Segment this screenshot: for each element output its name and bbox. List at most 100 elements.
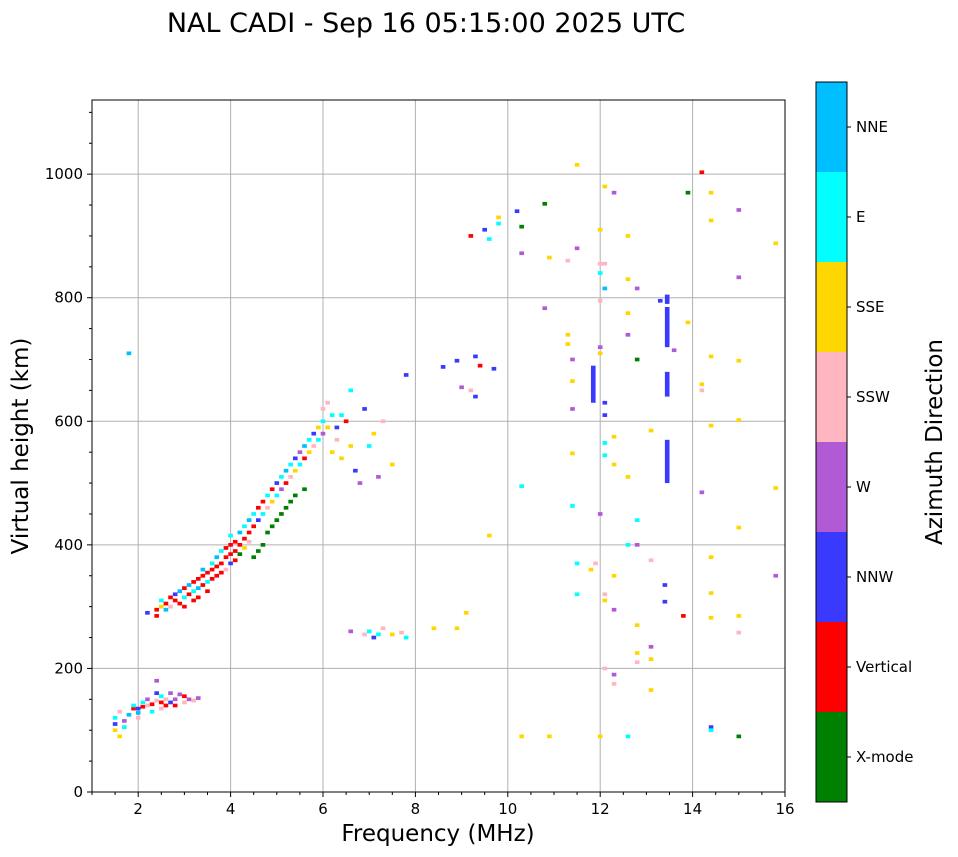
data-point [348,388,354,393]
data-point [158,598,164,603]
data-point [112,728,118,733]
data-point [736,614,742,618]
data-point [186,592,192,597]
data-point [320,419,326,424]
data-point [371,635,377,640]
data-point [685,190,691,195]
data-point [570,357,575,362]
data-point [519,734,524,739]
data-point [357,481,363,485]
data-point [191,589,196,594]
data-point [662,599,668,604]
data-point [699,388,705,393]
data-point [297,462,303,467]
data-point [311,431,317,436]
data-point [773,241,779,246]
data-point [574,592,580,597]
colorbar-title: Azimuth Direction [922,339,948,545]
data-point [279,487,284,492]
x-axis: 2 4 6 8 10 12 14 16 [91,792,795,818]
data-point [519,251,524,256]
data-point [177,601,183,606]
data-point [200,583,206,587]
data-point [209,567,215,572]
data-point [634,651,640,655]
data-point [325,400,330,405]
data-point [611,672,617,677]
data-point [597,271,603,275]
data-point [283,505,289,510]
data-point [246,539,252,544]
data-point [634,518,640,522]
colorbar-segment [816,262,847,352]
data-point [191,598,196,603]
data-point [602,286,608,291]
data-point [380,419,386,424]
data-point [209,561,215,566]
data-point [112,722,118,726]
data-point [547,255,552,260]
data-point [232,549,238,553]
data-point [648,428,654,433]
data-point [602,598,608,603]
data-point [131,703,136,708]
data-point [366,444,372,448]
data-point [431,626,437,631]
data-point [463,610,469,615]
data-point [302,456,307,461]
data-point [311,444,317,448]
data-point [195,586,201,590]
data-point [182,604,187,609]
data-point [306,450,312,455]
data-point [602,592,608,597]
data-point [260,512,266,516]
x-tick-label: 10 [498,800,517,818]
data-point [708,591,714,595]
data-point [459,385,464,390]
data-point [597,298,603,303]
data-point [699,490,705,495]
data-point [657,298,663,303]
colorbar-segment [816,82,847,172]
data-point [242,536,247,541]
data-point [172,598,178,603]
chart-title: NAL CADI - Sep 16 05:15:00 2025 UTC [167,8,685,39]
data-point [223,567,229,572]
data-point [288,462,293,467]
data-point [514,209,520,214]
data-point [292,456,298,461]
data-point [168,700,173,705]
data-point [362,632,367,637]
data-point [611,462,617,467]
colorbar-segment [816,712,847,802]
data-point [648,688,654,692]
plot-area [92,100,785,792]
data-point [214,555,220,560]
colorbar-segment [816,172,847,262]
colorbar-segment [816,442,847,532]
data-point [708,218,714,223]
data-point [708,190,714,195]
x-tick-label: 12 [591,800,610,818]
data-point [473,354,478,359]
data-point [611,573,617,578]
colorbar: X-mode Vertical NNW W SSW SSE E NNE [815,81,913,803]
data-point [329,450,335,455]
data-point [602,666,608,671]
data-point [468,234,474,238]
data-point [611,434,617,439]
data-point [122,725,127,729]
data-point [292,468,298,473]
data-point [186,583,192,587]
y-tick-label: 0 [73,783,83,801]
data-point [251,524,257,529]
data-point [403,635,409,640]
data-point [334,425,340,430]
data-bar [664,439,670,484]
data-point [329,413,335,417]
data-point [348,444,354,448]
data-point [195,595,201,600]
data-point [588,567,594,572]
colorbar-label: SSE [856,298,885,316]
